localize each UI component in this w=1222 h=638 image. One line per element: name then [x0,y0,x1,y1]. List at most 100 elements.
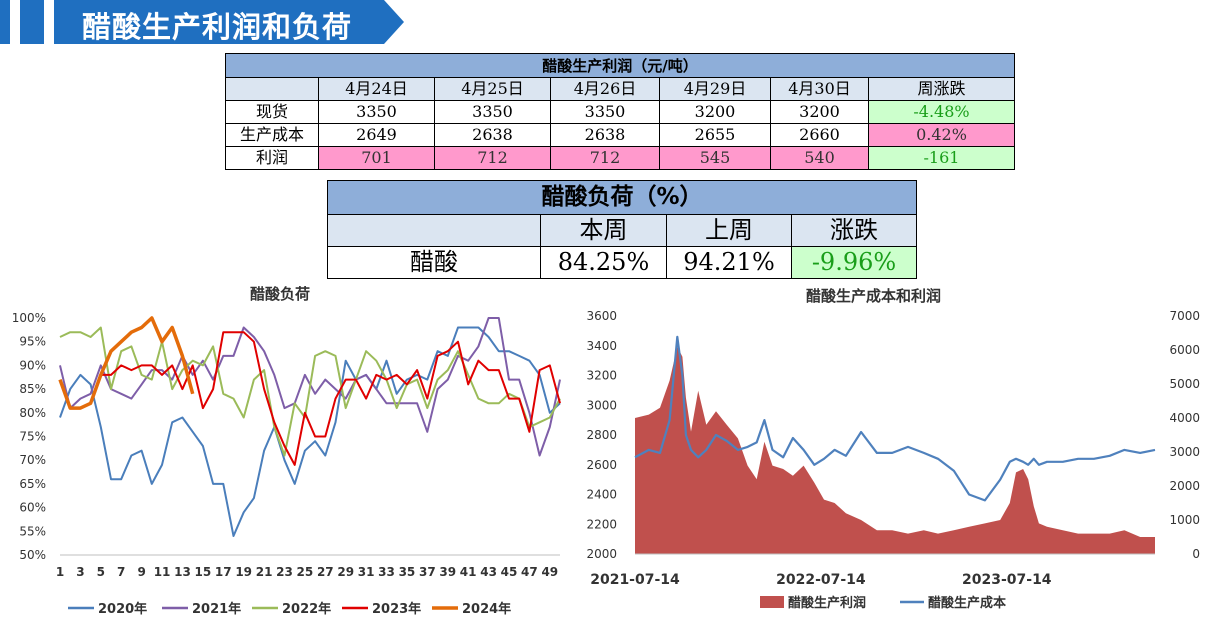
x-tick-label: 29 [337,565,354,579]
legend-swatch [760,596,784,608]
table-row: 利润 701 712 712 545 540 -161 [225,146,1015,170]
cell: 2660 [770,123,869,147]
banner-shape [54,0,404,44]
x-tick-label: 1 [56,565,64,579]
cell: 84.25% [540,246,667,279]
x-tick-label: 7 [117,565,125,579]
profit-col-header: 4月24日 [318,77,435,101]
cost-line [634,335,1156,502]
x-tick-label: 17 [215,565,232,579]
y-tick-label: 55% [19,524,46,538]
cell: 545 [659,146,771,170]
banner-stripe-2 [20,0,44,44]
x-tick-label: 35 [399,565,416,579]
profit-area [635,346,1155,554]
cell: 2638 [434,123,551,147]
y-tick-label: 85% [19,382,46,396]
load-col-header: 本周 [540,214,667,247]
banner-stripe-1 [0,0,10,44]
y-tick-label: 95% [19,335,46,349]
profit-col-header: 4月30日 [770,77,869,101]
x-tick-label: 2021-07-14 [590,572,680,588]
x-tick-label: 31 [358,565,375,579]
x-tick-label: 5 [97,565,105,579]
change-cell: -4.48% [868,100,1015,124]
row-label: 醋酸 [327,246,541,279]
cell: 94.21% [666,246,792,279]
legend-label: 2023年 [372,601,421,617]
cell: 540 [770,146,869,170]
cell: 2649 [318,123,435,147]
cell: 3200 [659,100,771,124]
cell: 712 [550,146,660,170]
x-tick-label: 33 [378,565,395,579]
profit-col-header: 周涨跌 [868,77,1015,101]
load-line-chart: 100%95%90%85%80%75%70%65%60%55%50%1 3 5 7 9 1… [12,311,561,617]
legend-label: 2024年 [462,601,511,617]
y-tick-label: 80% [19,406,46,420]
y-tick-label: 75% [19,430,46,444]
y2-tick-label: 5000 [1169,377,1200,391]
change-cell: 0.42% [868,123,1015,147]
cell: 3200 [770,100,869,124]
table-row: 生产成本 2649 2638 2638 2655 2660 0.42% [225,123,1015,147]
load-col-header: 上周 [666,214,792,247]
x-tick-label: 2023-07-14 [962,572,1052,588]
cell: 712 [434,146,551,170]
profit-table: 醋酸生产利润（元/吨） 4月24日 4月25日 4月26日 4月29日 4月30… [225,53,1015,170]
legend-label: 2020年 [98,601,147,617]
row-label: 现货 [225,100,319,124]
y2-tick-label: 2000 [1169,479,1200,493]
table-row: 醋酸 84.25% 94.21% -9.96% [327,246,917,279]
cell: 3350 [550,100,660,124]
x-tick-label: 23 [276,565,293,579]
y-tick-label: 70% [19,453,46,467]
x-tick-label: 19 [235,565,252,579]
x-tick-label: 39 [439,565,456,579]
y-tick-label: 60% [19,501,46,515]
legend-label: 醋酸生产成本 [928,595,1006,611]
table-row: 现货 3350 3350 3350 3200 3200 -4.48% [225,100,1015,124]
y2-tick-label: 6000 [1169,343,1200,357]
chart1-title: 醋酸负荷 [250,285,311,303]
profit-col-corner [225,77,319,101]
load-table-title: 醋酸负荷（%） [327,180,917,215]
y2-tick-label: 1000 [1169,513,1200,527]
cell: 2638 [550,123,660,147]
profit-col-header: 4月25日 [434,77,551,101]
legend-label: 2021年 [192,601,241,617]
x-tick-label: 37 [419,565,436,579]
x-tick-label: 41 [460,565,477,579]
x-tick-label: 21 [256,565,273,579]
series-line [59,326,561,457]
x-tick-label: 27 [317,565,334,579]
x-tick-label: 15 [195,565,212,579]
row-label: 利润 [225,146,319,170]
legend-label: 醋酸生产利润 [788,595,866,611]
y-tick-label: 65% [19,477,46,491]
chart2-title: 醋酸生产成本和利润 [806,287,942,305]
change-cell: -161 [868,146,1015,170]
x-tick-label: 45 [501,565,518,579]
change-cell: -9.96% [791,246,917,279]
series-line [100,331,561,466]
y-tick-label: 3400 [586,339,617,353]
row-label: 生产成本 [225,123,319,147]
load-col-corner [327,214,541,247]
y-tick-label: 100% [12,311,46,325]
series-line [59,326,561,537]
cell: 701 [318,146,435,170]
banner: 醋酸生产利润和负荷 [54,0,404,44]
cell: 3350 [434,100,551,124]
x-tick-label: 2022-07-14 [776,572,866,588]
x-tick-label: 3 [76,565,84,579]
cost-profit-chart: 3600 3400 3200 3000 2800 2600 2400 2200 2000 7000… [586,309,1200,611]
y2-tick-label: 0 [1192,547,1200,561]
x-tick-label: 49 [541,565,558,579]
x-tick-label: 25 [297,565,314,579]
series-line [58,316,195,410]
y-tick-label: 3000 [586,398,617,412]
y-tick-label: 50% [19,548,46,562]
page-title: 醋酸生产利润和负荷 [82,10,353,44]
load-table: 醋酸负荷（%） 本周 上周 涨跌 醋酸 84.25% 94.21% -9.96% [327,180,917,279]
